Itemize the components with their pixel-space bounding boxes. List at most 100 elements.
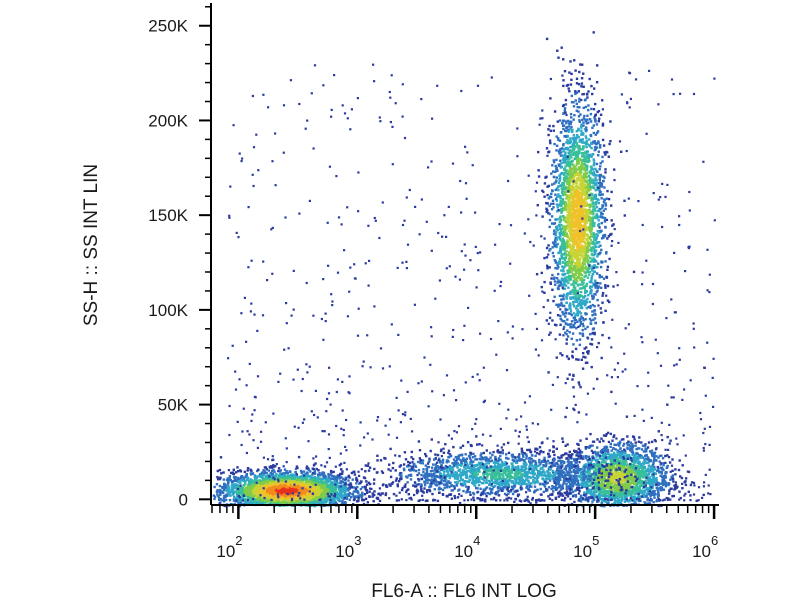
density-dot (233, 495, 236, 498)
density-dot (349, 496, 353, 499)
density-dot (234, 490, 237, 493)
density-dot (564, 315, 567, 318)
density-dot (585, 213, 588, 216)
density-dot (608, 257, 611, 261)
density-dot (587, 193, 590, 196)
density-dot (270, 473, 273, 476)
density-dot (554, 233, 558, 237)
density-dot (310, 493, 313, 496)
density-dot (554, 283, 557, 286)
density-dot (558, 119, 562, 122)
density-dot (588, 181, 592, 184)
density-dot (586, 214, 589, 217)
density-dot (232, 468, 235, 471)
density-dot (571, 225, 574, 229)
density-dot (577, 225, 580, 228)
density-dot (262, 472, 266, 476)
density-dot (263, 469, 266, 473)
density-dot (235, 496, 238, 500)
density-dot (585, 307, 588, 310)
density-dot (580, 280, 584, 283)
density-dot (364, 497, 368, 500)
density-dot (598, 274, 601, 277)
density-dot (587, 273, 591, 276)
density-dot (555, 158, 558, 162)
density-dot (566, 276, 569, 279)
density-dot (569, 309, 573, 313)
density-dot (302, 470, 306, 473)
density-dot (559, 323, 562, 326)
density-dot (604, 202, 607, 205)
density-dot (562, 198, 565, 201)
density-dot (562, 279, 566, 283)
density-dot (569, 141, 572, 145)
density-dot (290, 487, 293, 491)
density-dot (562, 293, 566, 296)
density-dot (572, 105, 576, 108)
density-dot (550, 215, 554, 218)
density-dot (316, 478, 319, 481)
density-dot (570, 188, 573, 192)
density-dot (595, 260, 598, 263)
density-dot (583, 237, 586, 240)
density-dot (310, 498, 313, 502)
density-dot (311, 476, 314, 479)
density-dot (345, 496, 348, 499)
density-dot (587, 350, 590, 353)
density-dot (329, 469, 333, 473)
density-dot (325, 498, 329, 502)
density-dot (578, 106, 581, 109)
density-dot (553, 142, 556, 146)
density-dot (569, 260, 572, 264)
density-dot (289, 500, 293, 504)
density-dot (564, 165, 567, 168)
density-dot (574, 154, 578, 157)
density-dot (291, 473, 295, 477)
density-dot (285, 482, 289, 485)
density-dot (259, 475, 263, 479)
density-dot (574, 347, 578, 351)
density-dot (554, 181, 557, 184)
density-dot (332, 478, 336, 481)
density-dot (566, 218, 570, 222)
density-dot (227, 486, 230, 489)
density-dot (290, 480, 293, 483)
density-dot (573, 289, 577, 293)
density-dot (333, 476, 337, 479)
density-dot (555, 144, 559, 147)
density-dot (559, 229, 563, 233)
density-dot (223, 482, 226, 485)
density-dot (604, 309, 607, 312)
density-dot (346, 487, 350, 490)
density-dot (604, 207, 607, 211)
density-dot (554, 197, 558, 201)
density-dot (299, 499, 302, 502)
density-dot (558, 238, 562, 241)
density-dot (601, 301, 604, 304)
density-dot (332, 485, 336, 488)
density-dot (593, 270, 596, 273)
density-dot (282, 474, 285, 477)
density-dot (306, 480, 310, 483)
density-dot (583, 254, 586, 258)
plot-area (212, 3, 719, 505)
density-dot (594, 245, 598, 249)
density-dot (283, 484, 287, 487)
density-dot (595, 238, 598, 241)
density-dot (330, 495, 334, 498)
density-dot (312, 500, 316, 504)
density-dot (576, 305, 579, 308)
density-dot (350, 471, 354, 475)
density-dot (594, 176, 597, 180)
density-dot (254, 479, 257, 482)
density-dot (549, 281, 552, 284)
density-dot (552, 255, 555, 258)
density-dot (384, 493, 387, 497)
density-dot (234, 476, 237, 479)
density-dot (590, 168, 593, 171)
density-dot (373, 490, 376, 493)
density-dot (278, 495, 281, 498)
density-dot (571, 185, 574, 188)
density-dot (367, 481, 371, 484)
density-dot (239, 487, 242, 490)
